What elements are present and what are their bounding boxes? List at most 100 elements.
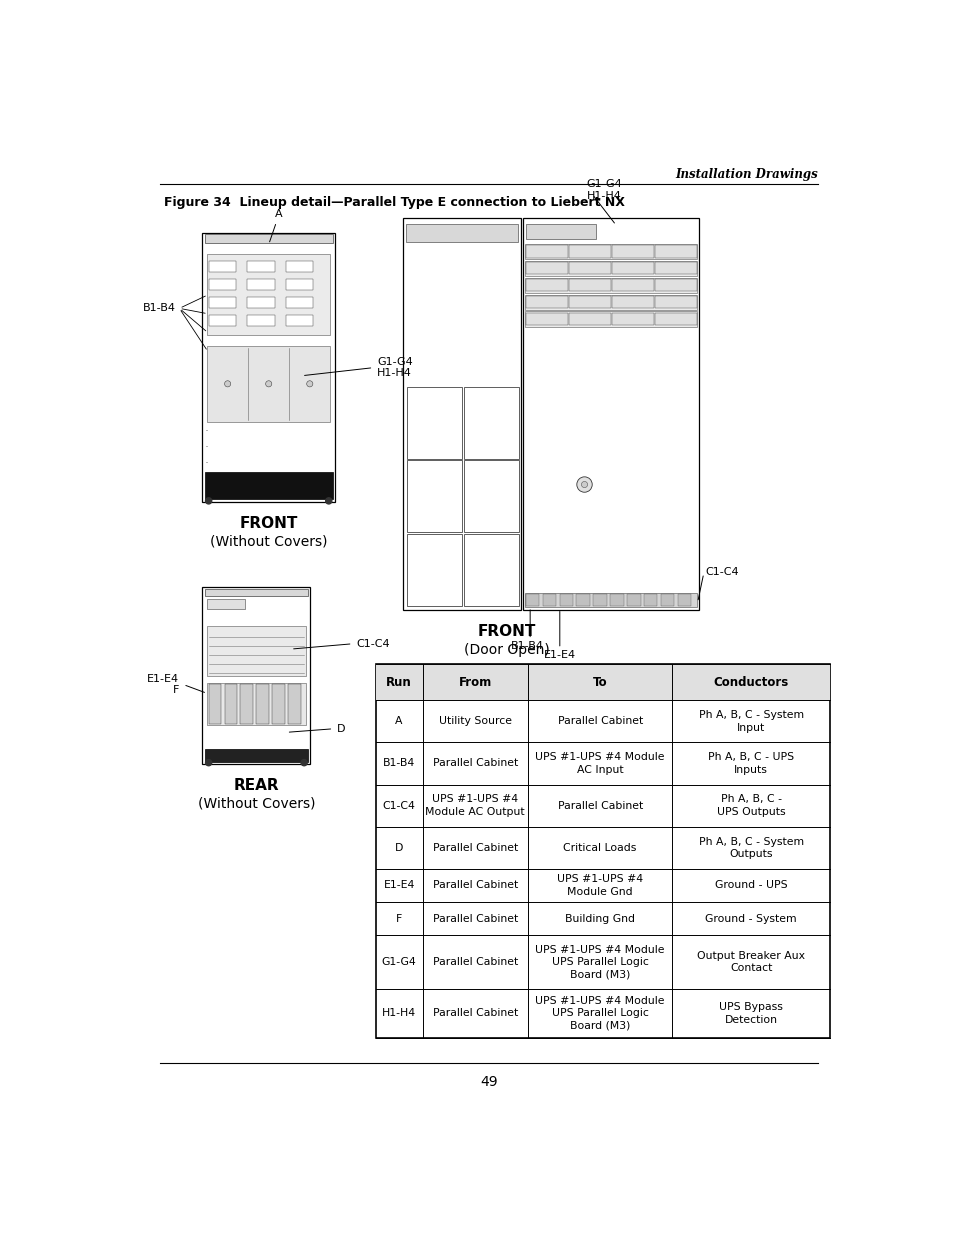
Bar [524,278,696,293]
Text: G1-G4: G1-G4 [381,957,416,967]
Bar [406,387,461,458]
Text: Output Breaker Aux
Contact: Output Breaker Aux Contact [697,951,804,973]
Bar [285,279,313,290]
Bar [568,262,610,274]
Text: REAR: REAR [233,778,279,793]
Circle shape [306,380,313,387]
Bar [375,664,829,700]
Bar [654,312,696,325]
Bar [224,684,237,724]
Text: 49: 49 [479,1076,497,1089]
Bar [402,217,520,610]
Text: Utility Source: Utility Source [438,716,511,726]
Bar [247,315,274,326]
Bar [524,311,696,327]
Bar [207,599,245,609]
Text: F: F [395,914,402,924]
Bar [611,312,653,325]
Text: D: D [395,842,403,853]
Text: E1-E4
F: E1-E4 F [147,674,179,695]
Bar [568,296,610,309]
Bar [610,594,623,605]
Text: C1-C4: C1-C4 [356,638,390,648]
Text: UPS #1-UPS #4
Module Gnd: UPS #1-UPS #4 Module Gnd [557,874,642,897]
Circle shape [580,482,587,488]
Bar [626,594,639,605]
Text: UPS #1-UPS #4 Module
UPS Parallel Logic
Board (M3): UPS #1-UPS #4 Module UPS Parallel Logic … [535,997,664,1031]
Text: Ph A, B, C - System
Input: Ph A, B, C - System Input [698,710,803,732]
Bar [205,750,308,762]
Bar [209,298,235,309]
Bar [524,593,696,608]
Bar [654,296,696,309]
Circle shape [301,760,307,766]
Bar [240,684,253,724]
Bar [209,315,235,326]
Bar [207,346,330,421]
Text: Parallel Cabinet: Parallel Cabinet [432,1009,517,1019]
Text: Run: Run [386,676,412,689]
Circle shape [577,477,592,493]
Bar [209,261,235,273]
Bar [654,246,696,258]
Bar [406,461,461,532]
Text: E1-E4: E1-E4 [543,651,576,661]
Text: Critical Loads: Critical Loads [563,842,637,853]
Bar [202,587,310,764]
Bar [525,246,567,258]
Text: E1-E4: E1-E4 [383,881,415,890]
Text: (Without Covers): (Without Covers) [197,797,314,810]
Bar [524,243,696,259]
Bar [611,296,653,309]
Bar [207,683,305,725]
Circle shape [265,380,272,387]
Bar [568,279,610,291]
Text: UPS #1-UPS #4 Module
UPS Parallel Logic
Board (M3): UPS #1-UPS #4 Module UPS Parallel Logic … [535,945,664,979]
Bar [205,235,333,243]
Bar [643,594,657,605]
Bar [568,246,610,258]
Bar [285,261,313,273]
Text: Parallel Cabinet: Parallel Cabinet [432,881,517,890]
Bar [654,262,696,274]
Bar [525,279,567,291]
Bar [205,472,333,499]
Bar [525,312,567,325]
Bar [611,262,653,274]
Bar [524,261,696,275]
Bar [247,279,274,290]
Bar [542,594,556,605]
Bar [463,387,518,458]
Circle shape [205,498,212,504]
Bar [568,312,610,325]
Bar [525,296,567,309]
Bar [247,261,274,273]
Text: C1-C4: C1-C4 [704,567,739,577]
Text: UPS #1-UPS #4 Module
AC Input: UPS #1-UPS #4 Module AC Input [535,752,664,774]
Bar [209,684,221,724]
Text: A: A [395,716,402,726]
Text: Parallel Cabinet: Parallel Cabinet [432,758,517,768]
Bar [525,262,567,274]
Text: (Door Open): (Door Open) [463,642,549,657]
Text: Building Gnd: Building Gnd [564,914,635,924]
Bar [406,534,461,605]
Text: Conductors: Conductors [713,676,788,689]
Text: H1-H4: H1-H4 [381,1009,416,1019]
Bar [593,594,606,605]
Bar [205,589,308,597]
Circle shape [224,380,231,387]
Text: Figure 34  Lineup detail—Parallel Type E connection to Liebert NX: Figure 34 Lineup detail—Parallel Type E … [164,196,624,209]
Text: UPS Bypass
Detection: UPS Bypass Detection [719,1003,782,1025]
Bar [247,298,274,309]
Bar [524,294,696,310]
Text: Parallel Cabinet: Parallel Cabinet [432,842,517,853]
Bar [522,217,699,610]
Bar [463,461,518,532]
Bar [207,254,330,336]
Bar [202,233,335,503]
Bar [272,684,285,724]
Text: Ph A, B, C -
UPS Outputs: Ph A, B, C - UPS Outputs [716,794,784,816]
Bar [285,298,313,309]
Text: Ph A, B, C - UPS
Inputs: Ph A, B, C - UPS Inputs [707,752,794,774]
